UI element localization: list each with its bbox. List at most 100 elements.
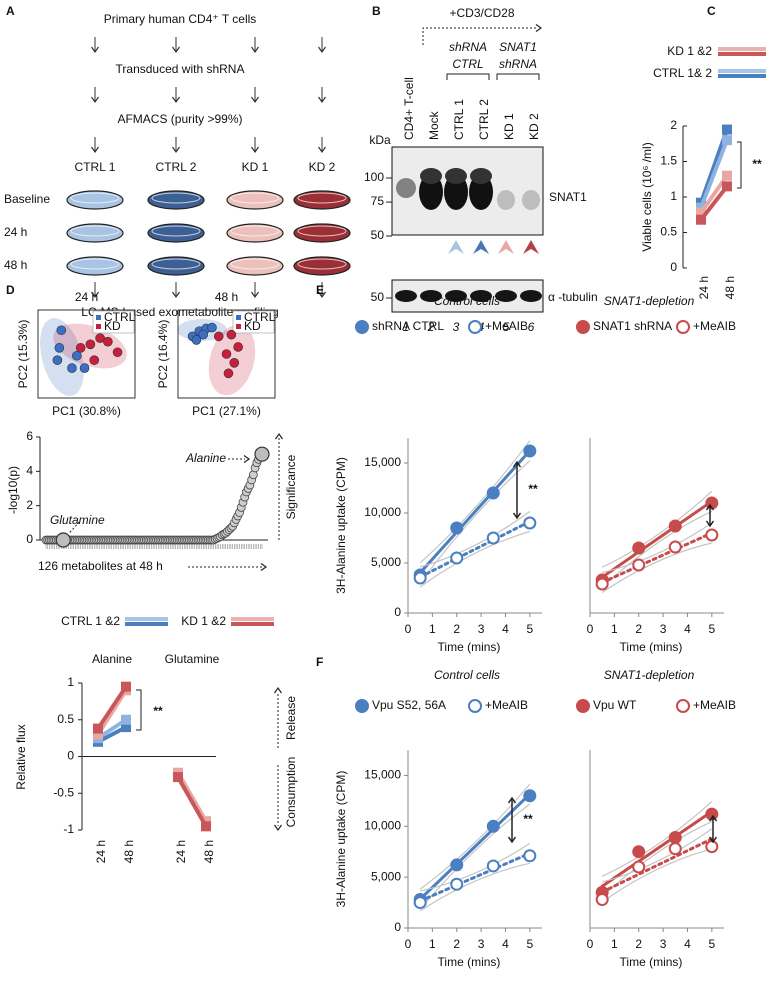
arrow-head [318, 146, 326, 154]
x-tick-label: 4 [684, 622, 691, 636]
series-line [96, 685, 128, 730]
arrow-head [172, 146, 180, 154]
column-label: KD 2 [309, 160, 336, 174]
point [72, 350, 82, 361]
point [722, 135, 732, 146]
point [486, 819, 500, 833]
y-tick-label: 0 [26, 532, 33, 546]
x-tick-label: 1 [429, 622, 436, 636]
confidence-band [419, 460, 531, 584]
series-line [699, 185, 729, 221]
y-tick-label: 0 [394, 920, 401, 934]
dish [147, 223, 205, 243]
band [445, 290, 467, 302]
x-tick-label: 5 [526, 937, 533, 951]
dish [226, 223, 284, 243]
x-tick-label: 24 h [697, 276, 711, 299]
lane-number: 1 [403, 320, 410, 334]
legend-swatch [96, 324, 101, 329]
direction-label: Consumption [284, 757, 298, 828]
legend-swatch [236, 315, 241, 320]
point [722, 181, 732, 192]
arrowhead-marker [448, 240, 464, 254]
plot-title: Control cells [434, 668, 500, 682]
arrow-head [705, 503, 715, 511]
annotation: Alanine [185, 451, 226, 465]
point [668, 519, 682, 533]
point [523, 849, 537, 863]
point [486, 486, 500, 500]
x-axis-label: Time (mins) [620, 640, 683, 654]
point [229, 357, 240, 368]
band [419, 174, 443, 210]
point [523, 789, 537, 803]
group-label: shRNA [449, 40, 487, 54]
lane-number: 3 [453, 320, 460, 334]
x-tick-label: 4 [502, 622, 509, 636]
highlight-point [55, 532, 71, 548]
marker-label: 100 [364, 170, 384, 184]
panel-label: F [316, 655, 323, 669]
y-axis-label: PC2 (16.4%) [156, 320, 170, 389]
y-tick-label: 15,000 [364, 455, 401, 469]
treatment-label: +CD3/CD28 [449, 6, 514, 20]
trend-line [600, 837, 714, 894]
column-label: CTRL 1 [75, 160, 116, 174]
dish [293, 223, 351, 243]
point [632, 860, 646, 874]
legend-swatch [96, 315, 101, 320]
arrow-head [260, 563, 268, 571]
arrow-head [512, 460, 522, 468]
lane-number: 2 [427, 320, 435, 334]
confidence-band [601, 801, 713, 877]
panel-label: C [707, 4, 716, 18]
x-tick-label: 2 [453, 937, 460, 951]
point [450, 877, 464, 891]
lane-label: CTRL 1 [452, 99, 466, 140]
band [395, 290, 417, 302]
y-tick-label: 2 [670, 118, 677, 132]
plot-title: 24 h [75, 290, 98, 304]
dish-rim [230, 258, 280, 270]
point [89, 355, 100, 365]
arrow-head [507, 796, 517, 804]
point [722, 170, 732, 181]
x-tick-label: 2 [453, 622, 460, 636]
point [668, 540, 682, 554]
series-line [176, 776, 208, 828]
legend-marker [676, 699, 690, 713]
y-tick-label: 5,000 [371, 869, 401, 883]
marker-label: 75 [371, 194, 385, 208]
cluster-ellipse [40, 318, 84, 396]
dish [66, 190, 124, 210]
lane-number: 6 [528, 320, 535, 334]
legend-marker [355, 699, 369, 713]
annotation: ** [528, 482, 538, 496]
confidence-band [419, 783, 531, 890]
point [632, 558, 646, 572]
x-tick-label: 3 [478, 937, 485, 951]
lane-number: 5 [503, 320, 510, 334]
x-tick-label: 5 [708, 622, 715, 636]
x-tick-label: 3 [660, 937, 667, 951]
dish [147, 256, 205, 276]
point [705, 807, 719, 821]
band [396, 178, 416, 198]
step-text: Transduced with shRNA [116, 62, 245, 76]
x-tick-label: 0 [587, 937, 594, 951]
dish [147, 190, 205, 210]
legend-marker [576, 320, 590, 334]
series-line [699, 139, 729, 209]
point [632, 845, 646, 859]
column-label: CTRL 2 [156, 160, 197, 174]
x-axis-label: Time (mins) [438, 955, 501, 969]
y-tick-label: 0 [670, 260, 677, 274]
y-axis-label: 3H-Alanine uptake (CPM) [334, 457, 348, 594]
dotted-arrow [422, 27, 538, 45]
x-tick-label: 2 [635, 937, 642, 951]
y-tick-label: 10,000 [364, 505, 401, 519]
legend-label: +MeAIB [485, 698, 528, 712]
x-axis-label: 126 metabolites at 48 h [38, 559, 163, 573]
dish-rim [230, 192, 280, 204]
